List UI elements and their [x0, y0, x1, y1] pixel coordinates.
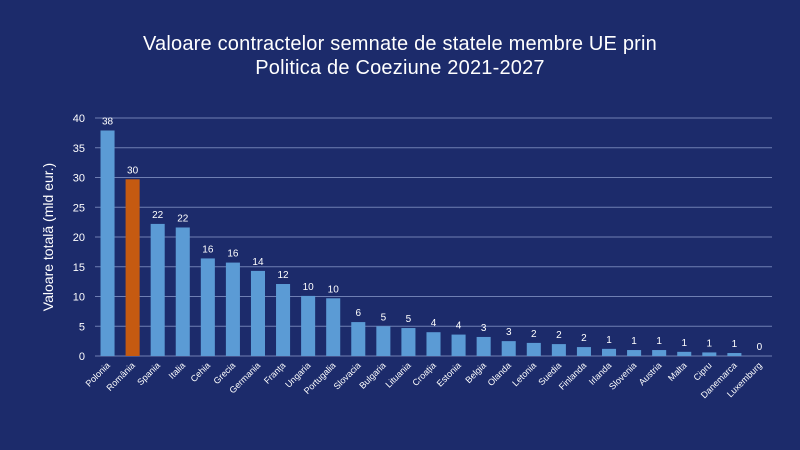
- bar: [501, 341, 516, 356]
- x-tick-label: Estonia: [435, 360, 463, 388]
- y-tick-label: 30: [73, 173, 85, 185]
- x-tick-label: Cipru: [691, 360, 713, 382]
- x-tick-label: Spania: [135, 360, 162, 387]
- bar: [476, 336, 491, 356]
- data-label: 22: [152, 210, 164, 221]
- x-tick-label: Italia: [167, 360, 188, 381]
- bar: [627, 350, 642, 356]
- data-label: 5: [381, 312, 387, 323]
- y-tick-label: 0: [79, 351, 85, 363]
- x-tick-label: Letonia: [510, 360, 538, 388]
- data-label: 0: [757, 342, 763, 353]
- data-label: 1: [656, 336, 662, 347]
- bar: [601, 348, 617, 356]
- data-label: 10: [328, 284, 340, 295]
- bar: [677, 351, 692, 356]
- data-label: 6: [355, 308, 361, 319]
- x-tick-label: Croația: [410, 360, 438, 388]
- data-label: 16: [202, 244, 214, 255]
- y-tick-label: 10: [73, 292, 85, 304]
- y-tick-label: 15: [73, 262, 85, 274]
- chart-title-line1: Valoare contractelor semnate de statele …: [142, 33, 657, 55]
- x-tick-label: Slovenia: [607, 360, 638, 391]
- bar: [451, 334, 466, 356]
- data-label: 1: [606, 335, 612, 346]
- bar: [526, 342, 541, 356]
- bar: [576, 347, 591, 356]
- bar: [276, 284, 291, 356]
- data-label: 5: [406, 314, 412, 325]
- data-label: 4: [456, 321, 462, 332]
- bar: [551, 344, 566, 356]
- bar: [351, 322, 366, 356]
- y-tick-label: 20: [73, 232, 85, 244]
- bar: [401, 328, 416, 356]
- x-tick-label: Cehia: [189, 360, 213, 384]
- data-label: 22: [177, 213, 189, 224]
- data-label: 14: [252, 257, 264, 268]
- data-label: 16: [227, 249, 239, 260]
- bar: [100, 130, 115, 356]
- x-tick-label: Malta: [666, 360, 689, 383]
- bar: [426, 332, 441, 356]
- bar: [225, 262, 240, 356]
- x-tick-label: Finlanda: [557, 360, 588, 391]
- bar: [652, 350, 667, 356]
- data-label: 1: [707, 338, 713, 349]
- bar: [250, 270, 266, 356]
- data-label: 30: [127, 165, 139, 176]
- y-tick-label: 35: [73, 143, 85, 155]
- x-tick-label: Belgia: [463, 360, 488, 385]
- bar: [150, 223, 165, 356]
- x-tick-label: Slovacia: [332, 360, 363, 391]
- bar: [200, 258, 215, 356]
- y-axis-label: Valoare totală (mld eur.): [40, 163, 56, 311]
- bar: [175, 227, 190, 356]
- data-label: 38: [102, 116, 114, 127]
- x-tick-label: Olanda: [486, 360, 514, 388]
- data-label: 3: [506, 327, 512, 338]
- data-label: 10: [303, 282, 315, 293]
- data-label: 2: [556, 330, 562, 341]
- chart-title-line2: Politica de Coeziune 2021-2027: [255, 57, 545, 79]
- data-label: 2: [531, 329, 537, 340]
- data-label: 2: [581, 333, 587, 344]
- bar: [301, 295, 316, 356]
- y-tick-label: 25: [73, 202, 85, 214]
- y-tick-label: 40: [73, 113, 85, 125]
- bar: [376, 326, 391, 356]
- x-tick-label: Bulgaria: [357, 360, 387, 390]
- x-tick-label: Lituania: [383, 360, 412, 389]
- data-label: 1: [732, 339, 738, 350]
- bar: [326, 298, 341, 356]
- bar: [702, 352, 717, 356]
- data-label: 12: [277, 270, 289, 281]
- data-label: 4: [431, 318, 437, 329]
- y-tick-label: 5: [79, 321, 85, 333]
- data-label: 3: [481, 323, 487, 334]
- data-label: 1: [631, 336, 637, 347]
- bar: [727, 353, 742, 356]
- data-label: 1: [681, 338, 687, 349]
- x-tick-label: Austria: [637, 360, 664, 387]
- bar: [125, 179, 140, 356]
